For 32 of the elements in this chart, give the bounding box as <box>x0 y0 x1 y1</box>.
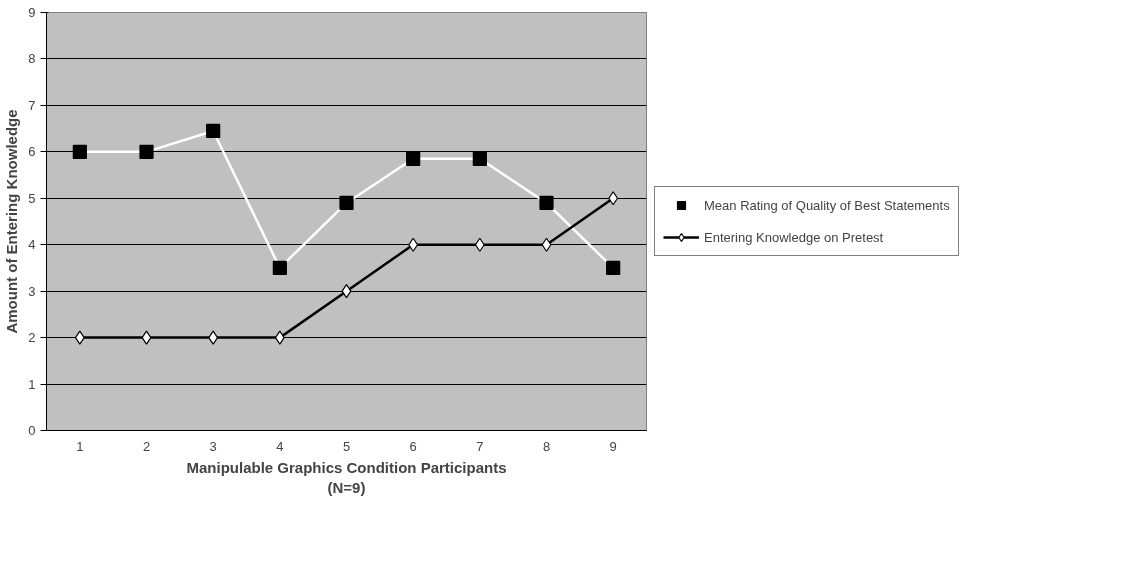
point <box>408 237 419 252</box>
x-tick-label: 9 <box>609 438 617 454</box>
x-tick-label: 8 <box>542 438 551 454</box>
x-tick-label: 4 <box>276 438 284 454</box>
y-tick-label: 8 <box>28 51 36 67</box>
y-tick-label: 4 <box>28 237 36 253</box>
legend-label: Mean Rating of Quality of Best Statements <box>704 197 950 213</box>
point <box>274 330 285 345</box>
y-axis-title: Amount of Entering Knowledge <box>3 109 21 334</box>
x-axis-title: Manipulable Graphics Condition Participants (N=9) <box>186 458 507 496</box>
y-tick-label: 9 <box>28 5 36 20</box>
y-tick-label: 6 <box>28 144 36 160</box>
y-tick-label: 3 <box>28 283 36 299</box>
y-tick-label: 7 <box>28 97 36 113</box>
y-tick-label: 0 <box>28 423 36 438</box>
x-tick-label: 6 <box>409 438 417 454</box>
y-tick-label: 5 <box>28 190 36 206</box>
point <box>474 237 485 252</box>
x-tick-label: 1 <box>76 438 84 454</box>
x-tick-label: 7 <box>476 438 484 454</box>
point <box>608 191 619 206</box>
y-tick-label: 2 <box>28 330 36 346</box>
point <box>74 330 85 345</box>
legend-label: Entering Knowledge on Pretest <box>704 229 884 245</box>
x-tick-label: 5 <box>342 438 351 454</box>
point <box>208 330 219 345</box>
point <box>541 237 552 252</box>
point <box>141 330 152 345</box>
point <box>341 284 352 299</box>
x-tick-label: 2 <box>142 438 151 454</box>
y-tick-label: 1 <box>28 376 36 392</box>
x-tick-label: 3 <box>209 438 217 454</box>
